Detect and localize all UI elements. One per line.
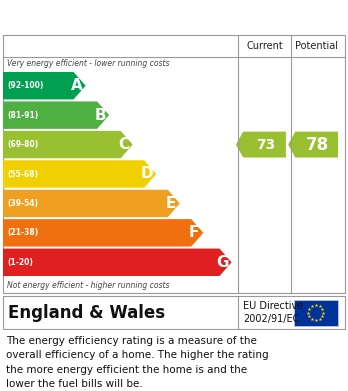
Polygon shape [3, 190, 180, 217]
Text: Potential: Potential [295, 41, 338, 51]
Text: (81-91): (81-91) [7, 111, 38, 120]
Text: Not energy efficient - higher running costs: Not energy efficient - higher running co… [7, 280, 169, 289]
Text: England & Wales: England & Wales [8, 303, 165, 321]
Bar [294, 300, 338, 325]
Text: B: B [94, 108, 106, 123]
Text: C: C [118, 137, 129, 152]
Text: (92-100): (92-100) [7, 81, 44, 90]
Polygon shape [3, 219, 203, 247]
Text: D: D [141, 167, 153, 181]
Polygon shape [3, 131, 133, 158]
Polygon shape [3, 101, 109, 129]
Text: Current: Current [246, 41, 283, 51]
Polygon shape [288, 132, 338, 158]
Text: A: A [71, 78, 82, 93]
Text: Energy Efficiency Rating: Energy Efficiency Rating [8, 7, 237, 25]
Text: The energy efficiency rating is a measure of the
overall efficiency of a home. T: The energy efficiency rating is a measur… [6, 336, 269, 389]
Text: G: G [216, 255, 229, 270]
Polygon shape [3, 249, 231, 276]
Polygon shape [236, 132, 286, 158]
Polygon shape [3, 160, 156, 188]
Text: E: E [166, 196, 176, 211]
Text: (69-80): (69-80) [7, 140, 38, 149]
Text: (39-54): (39-54) [7, 199, 38, 208]
Text: 73: 73 [256, 138, 275, 152]
Polygon shape [3, 72, 86, 99]
Text: (1-20): (1-20) [7, 258, 33, 267]
Text: 78: 78 [306, 136, 329, 154]
Text: Very energy efficient - lower running costs: Very energy efficient - lower running co… [7, 59, 169, 68]
Text: EU Directive
2002/91/EC: EU Directive 2002/91/EC [243, 301, 303, 324]
Text: (55-68): (55-68) [7, 170, 38, 179]
Text: F: F [189, 225, 199, 240]
Text: (21-38): (21-38) [7, 228, 38, 237]
